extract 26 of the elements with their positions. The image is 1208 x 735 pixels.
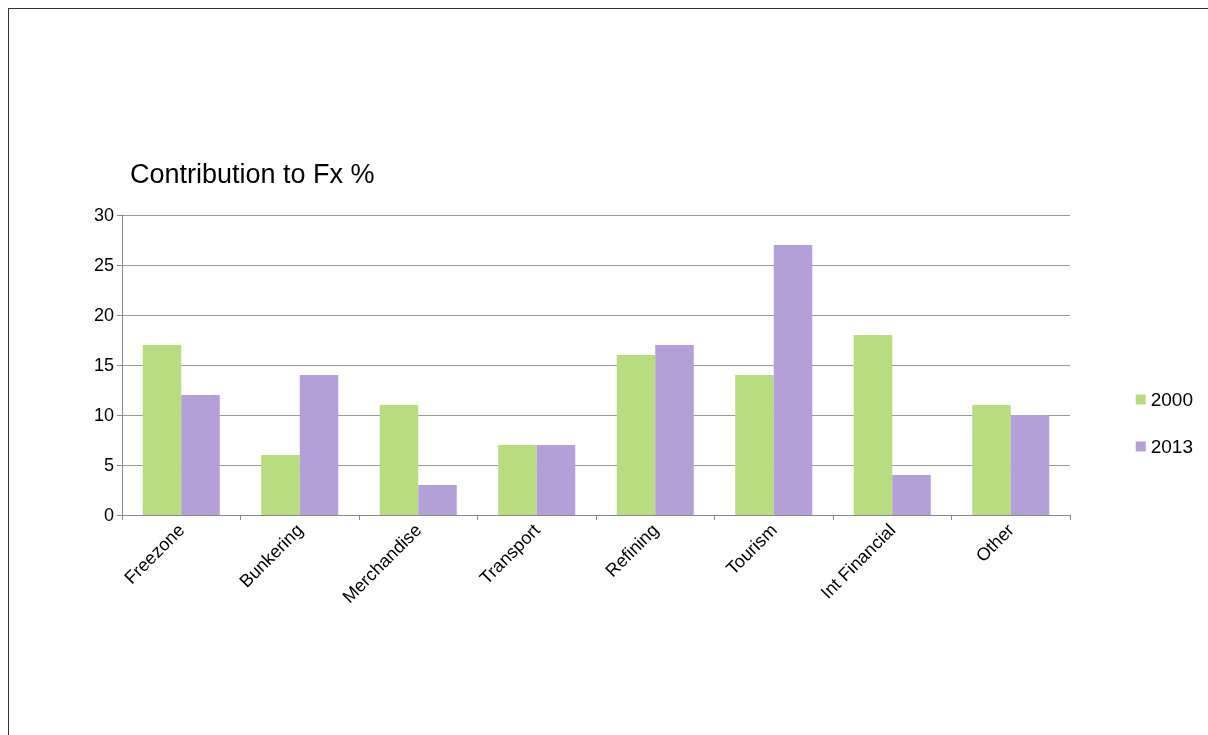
bar	[735, 375, 774, 515]
bar	[616, 355, 656, 515]
bar	[379, 405, 419, 515]
bar	[418, 485, 457, 515]
y-tick-label: 10	[93, 405, 114, 425]
bar	[142, 345, 182, 515]
bar	[261, 455, 300, 515]
bar	[972, 405, 1011, 515]
bar	[498, 445, 537, 515]
y-tick-label: 20	[93, 305, 114, 325]
y-tick-label: 25	[93, 255, 114, 275]
y-tick-label: 15	[93, 355, 114, 375]
y-tick-label: 5	[103, 455, 114, 475]
bar	[655, 345, 694, 515]
bar	[1010, 415, 1050, 515]
legend-label: 2000	[1150, 389, 1194, 410]
bar	[892, 475, 931, 515]
bar	[181, 395, 220, 515]
bar	[773, 245, 813, 515]
bar	[299, 375, 339, 515]
legend-label: 2013	[1150, 436, 1194, 457]
bar	[536, 445, 576, 515]
y-tick-label: 0	[103, 505, 114, 525]
chart-title: Contribution to Fx %	[130, 158, 375, 189]
y-tick-label: 30	[93, 205, 114, 225]
bar	[853, 335, 893, 515]
